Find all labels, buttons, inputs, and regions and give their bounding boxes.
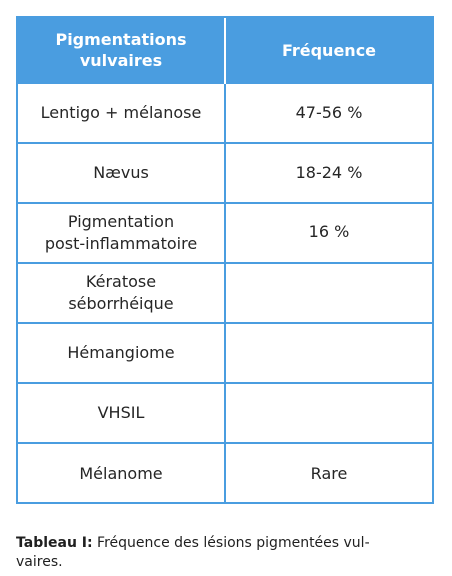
lesion-name-line2: post-inflammatoire — [44, 234, 198, 253]
caption-label: Tableau I: — [16, 535, 93, 551]
table-header-row: Pigmentations vulvaires Fréquence — [18, 18, 432, 83]
lesion-name-line2: séborrhéique — [68, 294, 174, 313]
lesion-name: VHSIL — [97, 403, 145, 422]
lesion-cell: Pigmentation post-inflammatoire — [18, 202, 225, 263]
lesion-name: Mélanome — [79, 463, 163, 483]
caption-text-line2: vaires. — [16, 554, 63, 570]
lesion-name-line1: Kératose — [85, 272, 157, 291]
pigmentation-table: Pigmentations vulvaires Fréquence Lentig… — [18, 18, 432, 503]
lesion-cell: Mélanome — [18, 442, 225, 503]
header-pigmentations: Pigmentations vulvaires — [18, 18, 225, 83]
table-row: Mélanome Rare — [18, 442, 432, 503]
table-row: VHSIL — [18, 382, 432, 443]
frequency-cell: Rare — [224, 442, 432, 503]
table-row: Pigmentation post-inflammatoire 16 % — [18, 202, 432, 263]
header-col1-line1: Pigmentations — [55, 30, 187, 49]
frequency-cell: 18-24 % — [224, 142, 432, 203]
lesion-name: Nævus — [93, 163, 149, 182]
lesion-cell: Hémangiome — [18, 322, 225, 383]
lesion-name: Hémangiome — [67, 343, 175, 362]
lesion-name-line1: Pigmentation — [67, 212, 175, 231]
table-row: Hémangiome — [18, 322, 432, 383]
table-row: Nævus 18-24 % — [18, 142, 432, 203]
frequency-cell: 16 % — [224, 202, 432, 263]
header-col1-line2: vulvaires — [79, 51, 163, 70]
frequency-cell — [224, 322, 432, 383]
caption-text-line1: Fréquence des lésions pigmentées vul- — [92, 535, 370, 551]
frequency-cell: 47-56 % — [224, 82, 432, 143]
lesion-cell: Lentigo + mélanose — [18, 82, 225, 143]
frequency-cell — [224, 382, 432, 443]
lesion-cell: Kératose séborrhéique — [18, 262, 225, 323]
lesion-cell: VHSIL — [18, 382, 225, 443]
frequency-cell — [224, 262, 432, 323]
table-row: Kératose séborrhéique — [18, 262, 432, 323]
frequency-table: Pigmentations vulvaires Fréquence Lentig… — [16, 16, 434, 504]
lesion-cell: Nævus — [18, 142, 225, 203]
lesion-name: Lentigo + mélanose — [40, 103, 202, 122]
table-caption: Tableau I: Fréquence des lésions pigment… — [16, 534, 436, 572]
header-frequence: Fréquence — [224, 18, 432, 83]
table-row: Lentigo + mélanose 47-56 % — [18, 82, 432, 143]
